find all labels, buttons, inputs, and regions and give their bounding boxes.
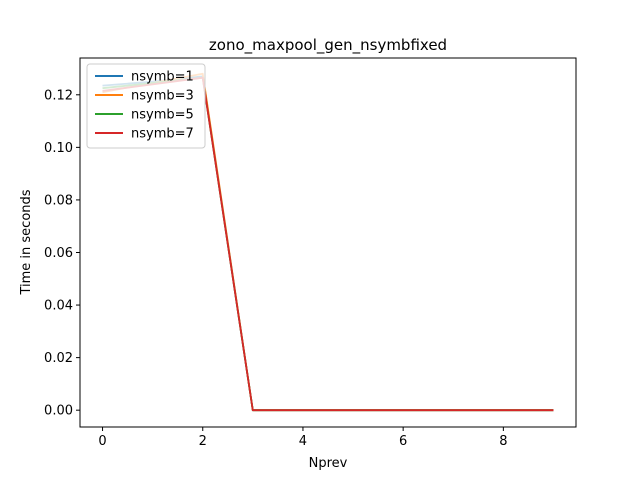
y-axis-label: Time in seconds <box>19 189 34 295</box>
legend-box <box>86 63 206 149</box>
y-axis-ticks: 0.00 0.02 0.04 0.06 0.08 0.10 0.12 <box>44 88 80 419</box>
legend-label: nsymb=7 <box>131 127 194 142</box>
axes-frame <box>79 57 577 428</box>
y-tick-label: 0.04 <box>44 299 73 314</box>
x-tick-label: 4 <box>299 434 307 449</box>
y-tick-label: 0.12 <box>44 88 73 103</box>
chart-title: zono_maxpool_gen_nsymbfixed <box>209 36 447 55</box>
legend-label: nsymb=5 <box>131 108 194 123</box>
y-tick-label: 0.02 <box>44 351 73 366</box>
x-axis-ticks: 0 2 4 6 8 <box>98 427 507 449</box>
legend-label: nsymb=1 <box>131 70 194 85</box>
y-tick-label: 0.10 <box>44 141 73 156</box>
y-tick-label: 0.08 <box>44 193 73 208</box>
y-tick-label: 0.06 <box>44 246 73 261</box>
legend: nsymb=1 nsymb=3 nsymb=5 nsymb=7 <box>86 63 206 149</box>
legend-label: nsymb=3 <box>131 89 194 104</box>
x-tick-label: 6 <box>399 434 407 449</box>
x-tick-label: 2 <box>199 434 207 449</box>
x-axis-label: Nprev <box>309 456 348 471</box>
x-tick-label: 0 <box>98 434 106 449</box>
y-tick-label: 0.00 <box>44 404 73 419</box>
x-tick-label: 8 <box>499 434 507 449</box>
